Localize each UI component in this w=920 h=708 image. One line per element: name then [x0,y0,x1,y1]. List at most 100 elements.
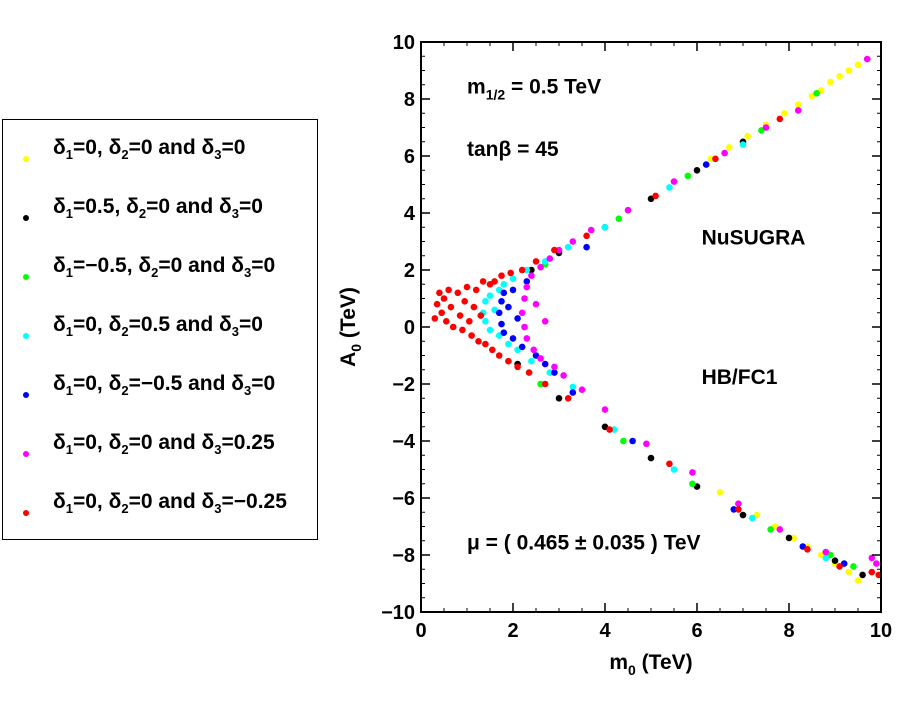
legend-marker-icon [23,451,29,457]
data-point-series-5 [523,283,531,291]
data-point-series-2 [850,563,857,570]
data-point-series-1 [785,534,793,542]
data-point-series-5 [762,124,770,131]
legend-marker-icon [23,156,29,162]
legend-entry: δ1=0, δ2=0 and δ3=0.25 [3,425,317,465]
y-tick-label: −4 [392,431,416,453]
legend-label: δ1=0, δ2=0.5 and δ3=0 [53,313,263,340]
data-point-series-3 [564,243,572,251]
legend-entry: δ1=0, δ2=−0.5 and δ3=0 [3,366,317,406]
data-point-series-4 [629,437,636,445]
data-point-series-3 [739,141,747,148]
y-tick-label: −6 [392,488,415,510]
data-point-series-5 [689,469,696,476]
data-point-series-0 [744,132,751,140]
data-point-series-3 [509,275,517,282]
data-point-series-6 [449,323,457,331]
x-tick-label: 10 [870,620,892,642]
data-point-series-1 [647,454,655,462]
data-point-series-5 [537,355,544,362]
data-point-series-5 [537,263,544,271]
data-point-series-5 [521,295,528,302]
y-axis-label: A0 (TeV) [337,287,364,367]
y-tick-label: 2 [404,260,415,282]
data-point-series-4 [500,329,508,337]
data-point-series-4 [518,343,526,351]
data-point-series-6 [505,357,512,365]
y-tick-label: −8 [392,545,415,567]
data-point-series-6 [438,309,446,317]
data-point-series-4 [583,243,590,251]
data-point-series-6 [495,352,503,359]
data-point-series-3 [569,383,577,391]
data-point-series-0 [845,568,853,576]
data-point-series-1 [693,167,701,174]
data-point-series-3 [601,224,609,231]
data-point-series-5 [569,238,577,245]
x-tick-label: 8 [783,620,794,642]
data-point-series-6 [470,303,478,311]
data-point-series-6 [518,266,526,274]
data-point-series-5 [528,272,535,280]
data-point-series-5 [521,323,528,331]
data-point-series-4 [505,303,512,311]
data-point-series-5 [601,406,609,413]
y-tick-label: 6 [404,146,415,168]
data-point-series-1 [555,395,563,402]
data-point-series-6 [868,568,876,576]
legend-entry: δ1=0, δ2=0 and δ3=0 [3,130,317,170]
data-point-series-5 [523,335,531,342]
data-point-series-5 [551,363,558,371]
data-point-series-5 [532,300,540,308]
data-point-series-6 [525,369,533,376]
y-tick-label: −10 [381,602,415,624]
data-point-series-1 [859,571,866,579]
data-point-series-4 [498,320,505,328]
data-point-series-5 [624,206,632,214]
legend-marker-icon [23,510,29,516]
data-point-series-6 [735,506,742,513]
data-point-series-5 [546,255,554,262]
data-point-series-4 [500,289,508,297]
data-point-series-0 [781,110,788,117]
annotation-mhalf: m1/2 = 0.5 TeV [467,75,601,102]
legend-label: δ1=0.5, δ2=0 and δ3=0 [53,195,263,222]
data-point-series-4 [509,286,517,294]
data-point-series-6 [479,278,487,285]
y-tick-label: 8 [404,89,415,111]
data-point-series-0 [827,78,834,86]
x-tick-label: 4 [599,620,611,642]
data-point-series-5 [530,346,537,354]
data-point-series-0 [854,61,862,69]
data-point-series-5 [721,149,728,157]
data-point-series-6 [454,289,462,297]
data-point-series-3 [748,514,756,522]
legend-label: δ1=0, δ2=0 and δ3=0 [53,136,246,163]
data-point-series-6 [491,278,498,285]
data-point-series-0 [790,534,797,542]
data-point-series-1 [739,511,747,519]
data-point-series-5 [587,226,595,234]
data-point-series-6 [551,246,558,254]
data-point-series-5 [578,386,586,394]
data-point-series-4 [514,315,521,322]
data-point-series-1 [528,266,535,274]
data-point-series-6 [564,395,572,402]
data-point-series-6 [532,258,540,265]
data-point-series-6 [436,289,443,297]
data-point-series-2 [684,172,692,180]
data-point-series-3 [505,340,512,348]
legend-marker-icon [23,215,29,221]
legend-marker-icon [23,392,29,398]
data-point-series-6 [456,312,464,319]
data-point-series-3 [486,292,494,300]
data-point-series-6 [836,563,843,570]
data-point-series-4 [498,298,505,305]
data-point-series-2 [767,526,774,533]
data-point-series-6 [447,303,455,311]
legend-entry: δ1=0.5, δ2=0 and δ3=0 [3,189,317,229]
data-point-series-6 [583,232,590,240]
data-point-series-0 [845,67,853,74]
data-point-series-4 [509,335,517,342]
legend-label: δ1=0, δ2=0 and δ3=0.25 [53,431,275,458]
